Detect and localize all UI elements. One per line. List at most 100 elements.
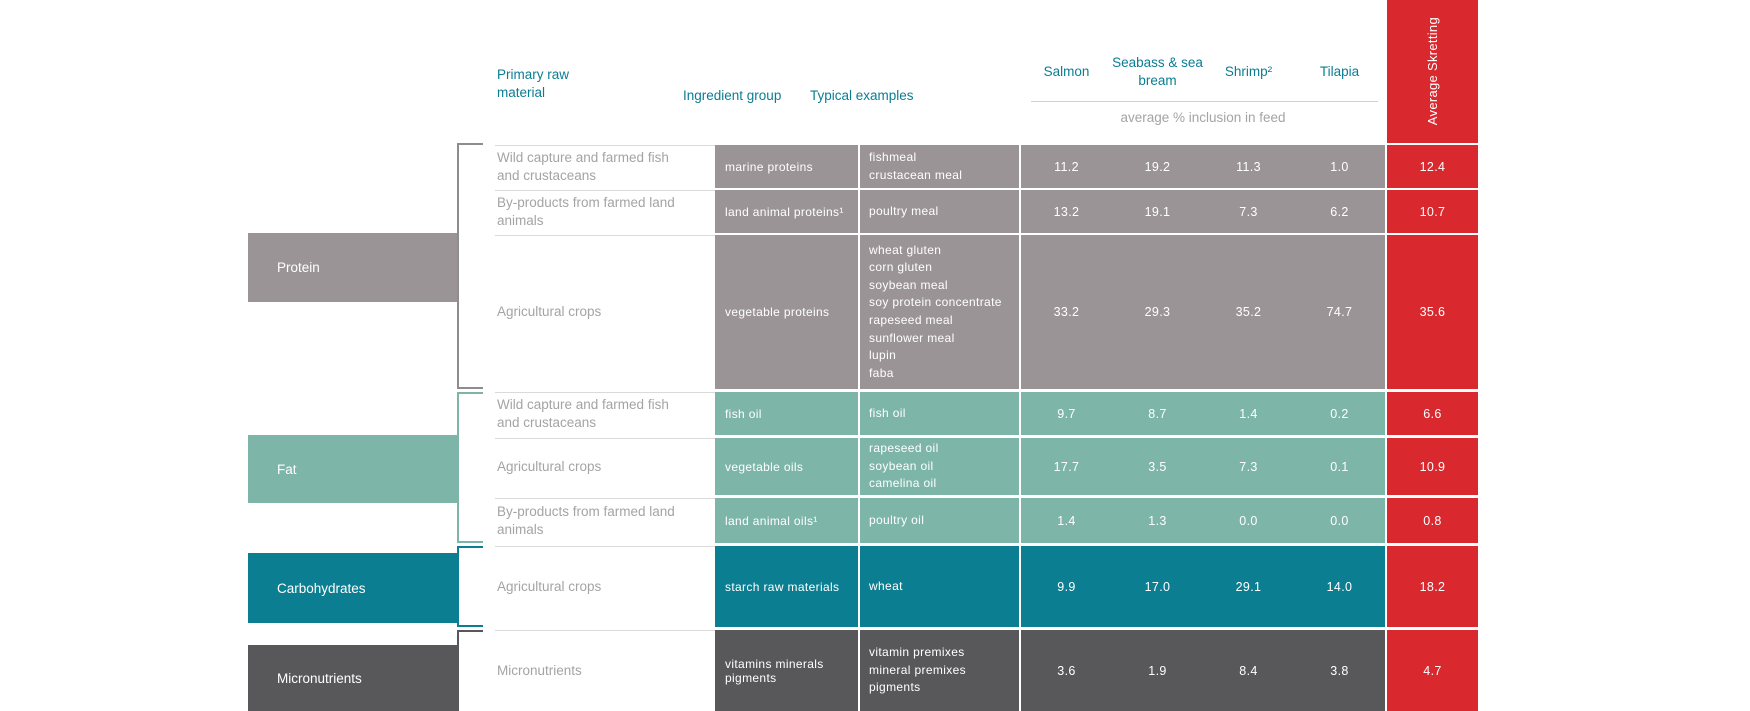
table-row-fish-oil: Wild capture and farmed fish and crustac… — [495, 392, 1478, 435]
category-carbohydrates: Carbohydrates — [248, 553, 457, 623]
column-gap — [858, 498, 860, 543]
ingredient-text: marine proteins — [725, 159, 813, 174]
category-protein: Protein — [248, 233, 457, 302]
column-header-typical-examples: Typical examples — [810, 88, 914, 103]
value-salmon: 33.2 — [1053, 305, 1080, 319]
example-line: crustacean meal — [869, 167, 963, 182]
species-values: 13.2 19.1 7.3 6.2 — [1021, 190, 1385, 233]
example-line: fish oil — [869, 405, 906, 420]
column-gap — [858, 190, 860, 233]
column-gap — [1019, 498, 1021, 543]
value-salmon: 1.4 — [1057, 513, 1076, 528]
column-gap — [858, 546, 860, 627]
primary-text: Agricultural crops — [497, 578, 602, 594]
ingredient-group-cell: vitamins minerals pigments — [715, 630, 858, 711]
value-tilapia: 0.2 — [1330, 406, 1349, 421]
primary-raw-material-cell: By-products from farmed land animals — [495, 190, 715, 233]
value-tilapia: 3.8 — [1330, 663, 1349, 678]
ingredient-group-cell: land animal proteins¹ — [715, 190, 858, 233]
ingredient-text: land animal oils¹ — [725, 513, 818, 528]
value-seabass: 19.1 — [1144, 204, 1171, 219]
column-gap — [1019, 190, 1021, 233]
value-seabass: 1.3 — [1148, 513, 1167, 528]
units-subtitle: average % inclusion in feed — [1120, 110, 1286, 125]
ingredient-text: vegetable oils — [725, 459, 804, 474]
value-shrimp: 1.4 — [1239, 406, 1258, 421]
primary-text: Wild capture and farmed fish and crustac… — [497, 396, 669, 430]
example-line: sunflower meal — [869, 330, 955, 345]
example-line: poultry oil — [869, 512, 925, 527]
species-header-row: Salmon Seabass & sea bream Shrimp² Tilap… — [1021, 48, 1385, 96]
ingredient-group-cell: vegetable oils — [715, 438, 858, 495]
value-shrimp: 0.0 — [1239, 513, 1258, 528]
example-line: rapeseed oil — [869, 441, 939, 456]
value-average: 10.9 — [1387, 438, 1478, 495]
value-salmon: 3.6 — [1057, 663, 1076, 678]
value-average: 10.7 — [1387, 190, 1478, 233]
example-line: rapeseed meal — [869, 313, 953, 327]
value-tilapia: 6.2 — [1330, 204, 1349, 219]
ingredient-group-cell: marine proteins — [715, 145, 858, 188]
column-header-ingredient-group: Ingredient group — [683, 88, 782, 103]
typical-examples-cell: fishmeal crustacean meal — [860, 145, 1019, 188]
ingredient-text: land animal proteins¹ — [725, 204, 844, 219]
primary-text: By-products from farmed land animals — [497, 503, 675, 537]
category-fat: Fat — [248, 435, 457, 503]
bracket-micronutrients — [457, 630, 483, 711]
value-salmon: 11.2 — [1054, 159, 1079, 174]
table-row-marine-proteins: Wild capture and farmed fish and crustac… — [495, 145, 1478, 188]
example-line: lupin — [869, 348, 897, 363]
species-values: 11.2 19.2 11.3 1.0 — [1021, 145, 1385, 188]
value-tilapia: 1.0 — [1330, 159, 1349, 174]
table-row-micronutrients: Micronutrients vitamins minerals pigment… — [495, 630, 1478, 711]
example-line: vitamin premixes — [869, 645, 965, 660]
example-line: camelina oil — [869, 476, 937, 491]
primary-raw-material-cell: Micronutrients — [495, 630, 715, 711]
typical-examples-cell: wheat gluten corn gluten soybean meal so… — [860, 235, 1019, 389]
column-gap — [1019, 392, 1021, 435]
column-header-salmon: Salmon — [1043, 64, 1090, 80]
table-row-starch-raw-materials: Agricultural crops starch raw materials … — [495, 546, 1478, 627]
primary-text: Wild capture and farmed fish and crustac… — [497, 149, 669, 183]
value-shrimp: 35.2 — [1235, 305, 1262, 319]
typical-examples-cell: wheat — [860, 546, 1019, 627]
example-line: mineral premixes — [869, 662, 966, 677]
primary-raw-material-cell: Agricultural crops — [495, 438, 715, 495]
example-line: wheat — [869, 578, 903, 593]
column-header-shrimp: Shrimp² — [1224, 64, 1273, 80]
column-header-seabass-sea-bream: Seabass & sea bream — [1112, 55, 1203, 88]
species-values: 17.7 3.5 7.3 0.1 — [1021, 438, 1385, 495]
value-tilapia: 74.7 — [1326, 305, 1353, 319]
column-gap — [1019, 546, 1021, 627]
primary-raw-material-cell: Agricultural crops — [495, 235, 715, 389]
column-gap — [858, 630, 860, 711]
value-salmon: 13.2 — [1053, 204, 1080, 219]
value-average: 35.6 — [1387, 235, 1478, 389]
column-gap — [858, 145, 860, 188]
value-seabass: 3.5 — [1148, 459, 1167, 474]
table-row-land-animal-proteins: By-products from farmed land animals lan… — [495, 190, 1478, 233]
example-line: wheat gluten — [869, 242, 942, 257]
value-shrimp: 7.3 — [1239, 459, 1258, 474]
primary-text: Micronutrients — [497, 662, 582, 678]
column-header-primary-raw-material: Primary raw material — [497, 67, 570, 101]
example-line: corn gluten — [869, 260, 933, 275]
example-line: fishmeal — [869, 149, 917, 164]
ingredient-group-cell: vegetable proteins — [715, 235, 858, 389]
column-gap — [858, 392, 860, 435]
value-shrimp: 7.3 — [1239, 204, 1258, 219]
column-gap — [1019, 235, 1021, 389]
value-salmon: 9.9 — [1057, 579, 1076, 594]
ingredient-text: starch raw materials — [725, 579, 840, 594]
value-average: 4.7 — [1387, 630, 1478, 711]
typical-examples-cell: poultry oil — [860, 498, 1019, 543]
value-seabass: 17.0 — [1144, 579, 1171, 594]
example-line: soybean oil — [869, 458, 934, 473]
value-seabass: 29.3 — [1144, 305, 1171, 319]
ingredient-text: vegetable proteins — [725, 305, 830, 319]
table-row-land-animal-oils: By-products from farmed land animals lan… — [495, 498, 1478, 543]
example-line: soy protein concentrate — [869, 295, 1002, 310]
primary-raw-material-cell: Agricultural crops — [495, 546, 715, 627]
value-seabass: 1.9 — [1148, 663, 1167, 678]
primary-raw-material-cell: Wild capture and farmed fish and crustac… — [495, 392, 715, 435]
